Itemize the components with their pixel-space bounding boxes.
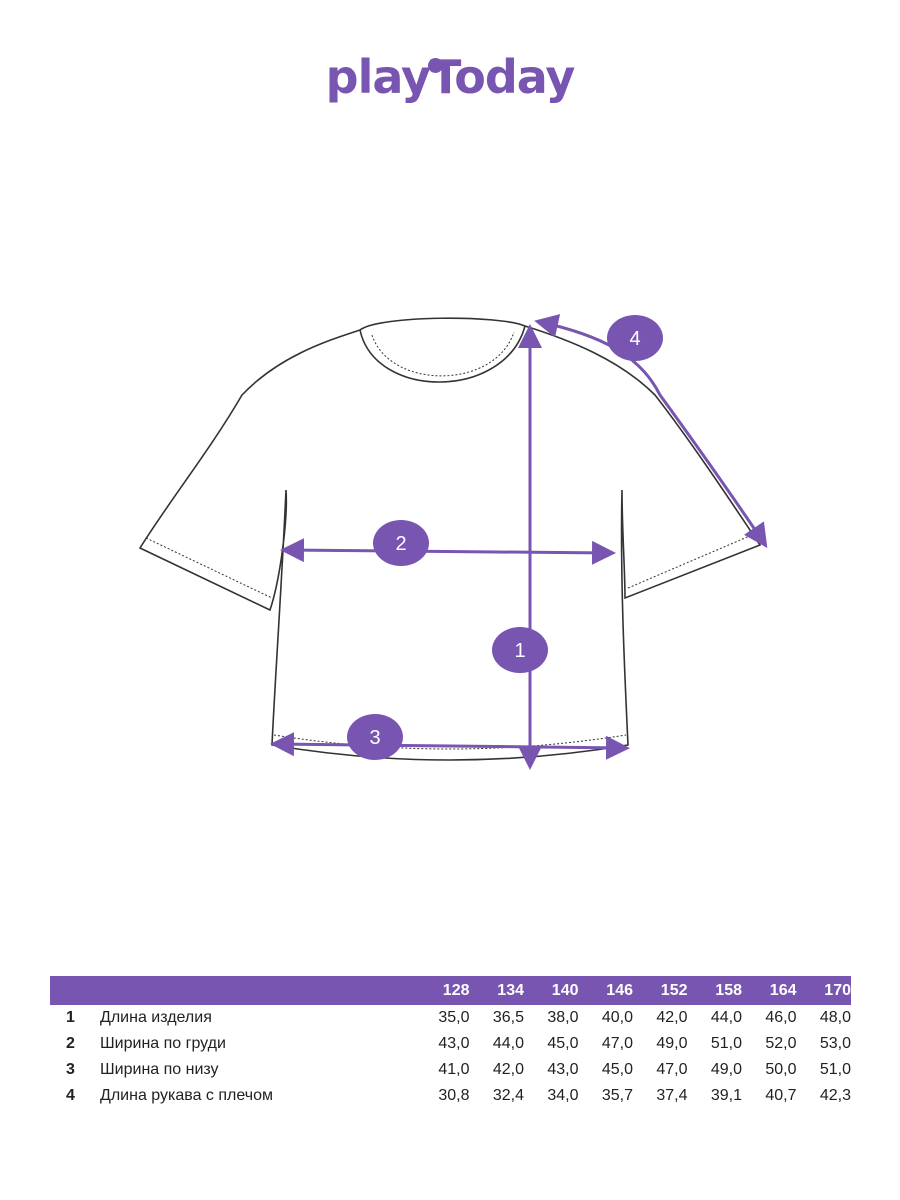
row-number: 4 bbox=[66, 1087, 75, 1104]
table-cell: 48,0 bbox=[819, 1009, 851, 1026]
marker-4: 4 bbox=[607, 315, 663, 361]
table-cell: 36,5 bbox=[492, 1009, 524, 1026]
brand-logo: playToday bbox=[0, 50, 900, 104]
row-label: Длина рукава с плечом bbox=[100, 1087, 273, 1104]
table-row: 3 Ширина по низу 41,0 42,0 43,0 45,0 47,0 49,0 5… bbox=[50, 1057, 851, 1083]
table-cell: 42,3 bbox=[819, 1087, 851, 1104]
table-cell: 47,0 bbox=[601, 1035, 633, 1052]
size-header: 140 bbox=[551, 981, 579, 999]
table-row: 4 Длина рукава с плечом 30,8 32,4 34,0 35,7 37… bbox=[50, 1083, 851, 1109]
size-header: 146 bbox=[606, 981, 633, 999]
table-cell: 35,7 bbox=[601, 1087, 633, 1104]
chest-line bbox=[280, 538, 616, 565]
table-cell: 52,0 bbox=[765, 1035, 797, 1052]
row-number: 1 bbox=[66, 1009, 75, 1026]
table-cell: 40,7 bbox=[765, 1087, 797, 1104]
sleeve-line bbox=[534, 314, 768, 548]
table-cell: 45,0 bbox=[547, 1035, 579, 1052]
table-cell: 44,0 bbox=[492, 1035, 524, 1052]
logo-text: playToday bbox=[325, 50, 576, 104]
table-cell: 47,0 bbox=[656, 1061, 688, 1078]
table-row: 1 Длина изделия 35,0 36,5 38,0 40,0 42,0 44,0 46… bbox=[50, 1005, 851, 1031]
table-cell: 40,0 bbox=[601, 1009, 633, 1026]
marker-3: 3 bbox=[347, 714, 403, 760]
logo-dot bbox=[428, 58, 443, 73]
table-cell: 49,0 bbox=[656, 1035, 688, 1052]
table-cell: 32,4 bbox=[492, 1087, 524, 1104]
size-header: 152 bbox=[660, 981, 688, 999]
table-cell: 44,0 bbox=[710, 1009, 742, 1026]
size-table: 128 134 140 146 152 158 164 170 1 Длина и… bbox=[50, 976, 851, 1109]
row-label: Ширина по груди bbox=[100, 1035, 226, 1052]
marker-1: 1 bbox=[492, 627, 548, 673]
tshirt-outline bbox=[138, 317, 762, 761]
table-cell: 42,0 bbox=[492, 1061, 524, 1078]
svg-text:1: 1 bbox=[514, 640, 525, 662]
hem-line bbox=[270, 732, 630, 760]
table-cell: 42,0 bbox=[656, 1009, 688, 1026]
table-cell: 41,0 bbox=[438, 1061, 470, 1078]
table-row: 2 Ширина по груди 43,0 44,0 45,0 47,0 49,0 51,0… bbox=[50, 1031, 851, 1057]
table-cell: 45,0 bbox=[601, 1061, 633, 1078]
table-cell: 38,0 bbox=[547, 1009, 579, 1026]
size-header: 158 bbox=[715, 981, 742, 999]
table-cell: 50,0 bbox=[765, 1061, 797, 1078]
table-cell: 37,4 bbox=[656, 1087, 688, 1104]
table-cell: 43,0 bbox=[438, 1035, 470, 1052]
svg-text:4: 4 bbox=[629, 328, 640, 350]
row-label: Ширина по низу bbox=[100, 1061, 219, 1078]
size-header: 134 bbox=[497, 981, 524, 999]
row-number: 2 bbox=[66, 1035, 75, 1052]
row-number: 3 bbox=[66, 1061, 75, 1078]
table-cell: 51,0 bbox=[819, 1061, 851, 1078]
table-cell: 53,0 bbox=[819, 1035, 851, 1052]
row-label: Длина изделия bbox=[100, 1009, 212, 1026]
table-cell: 34,0 bbox=[547, 1087, 579, 1104]
svg-text:3: 3 bbox=[369, 727, 380, 749]
size-header-row: 128 134 140 146 152 158 164 170 bbox=[50, 976, 851, 1005]
table-cell: 39,1 bbox=[710, 1087, 742, 1104]
measurement-lines bbox=[270, 314, 768, 770]
table-cell: 30,8 bbox=[438, 1087, 470, 1104]
table-cell: 46,0 bbox=[765, 1009, 797, 1026]
tshirt-diagram: 1 2 3 4 bbox=[138, 314, 768, 770]
size-header: 128 bbox=[442, 981, 470, 999]
size-header: 170 bbox=[824, 981, 851, 999]
table-cell: 51,0 bbox=[710, 1035, 742, 1052]
svg-text:2: 2 bbox=[395, 533, 406, 555]
marker-2: 2 bbox=[373, 520, 429, 566]
table-cell: 49,0 bbox=[710, 1061, 742, 1078]
table-cell: 43,0 bbox=[547, 1061, 579, 1078]
table-cell: 35,0 bbox=[438, 1009, 470, 1026]
size-header: 164 bbox=[769, 981, 797, 999]
